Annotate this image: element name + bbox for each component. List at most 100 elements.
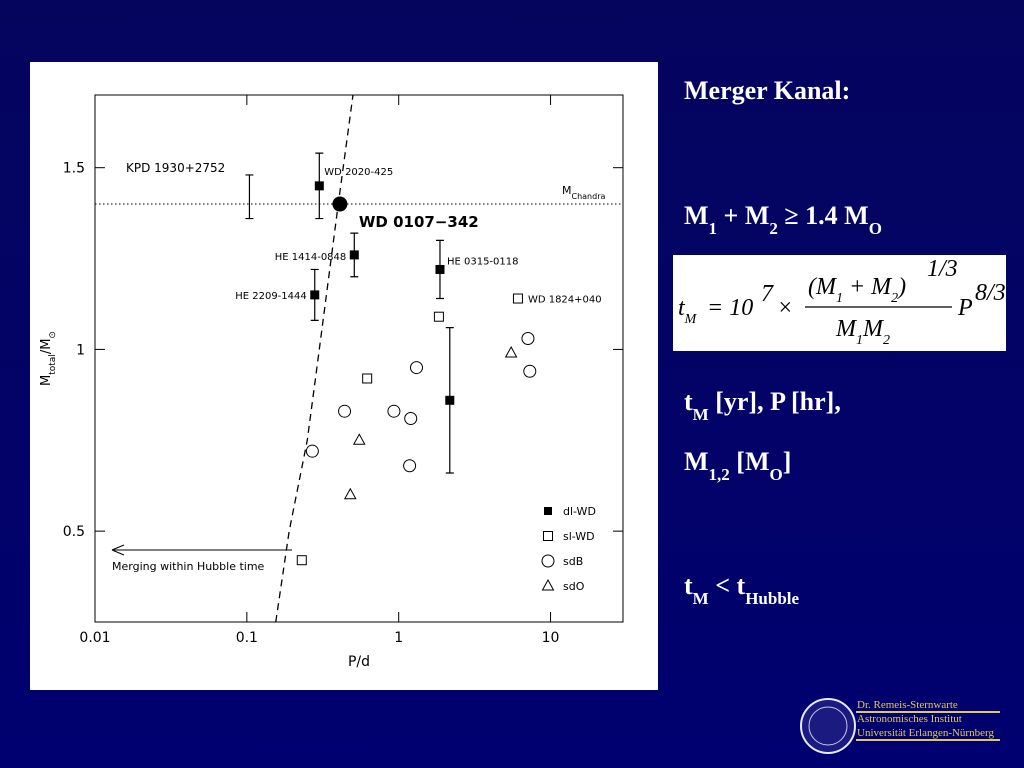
formula-times: ×	[777, 295, 793, 321]
formula-denominator: M1M2	[835, 316, 890, 348]
subscript: Hubble	[745, 589, 799, 608]
subscript: Chandra	[572, 192, 606, 201]
subscript: 1	[709, 219, 718, 238]
condition: M1 + M2 ≥ 1.4 MO	[684, 201, 882, 238]
marker	[445, 395, 455, 405]
legend-swatch	[541, 578, 555, 591]
marker	[433, 311, 444, 322]
marker	[410, 361, 424, 375]
subscript: O	[770, 465, 783, 484]
point-label: WD 1824+040	[528, 295, 602, 306]
units: tM [yr], P [hr],	[684, 387, 841, 424]
legend-swatch	[541, 554, 555, 568]
marker	[296, 555, 307, 566]
subscript: O	[869, 219, 882, 238]
text-part: ]	[783, 447, 792, 476]
marker	[403, 459, 417, 473]
formula-box	[673, 255, 1006, 351]
formula-lhs: tM	[678, 295, 698, 327]
y-tick-label: 1	[76, 342, 85, 358]
logo-text: Dr. Remeis-Sternwarte	[857, 699, 958, 711]
chart: 0.01 0.1 1 100.511.5P/dMtotal/M⊙MChandraMer…	[39, 94, 624, 670]
marker	[343, 487, 357, 500]
legend-label: sdO	[563, 580, 585, 593]
subscript: 1	[836, 291, 843, 306]
marker	[512, 293, 523, 304]
text-part: )	[896, 274, 906, 300]
text-part: t	[684, 571, 693, 600]
formula-exp: 7	[761, 281, 774, 307]
x-tick-label: 10	[542, 630, 560, 646]
subscript: M	[684, 312, 698, 327]
x-tick-label: 1	[394, 630, 403, 646]
marker	[314, 181, 324, 191]
marker	[349, 250, 359, 260]
text-part: + M	[843, 274, 893, 300]
criterion: tM < tHubble	[684, 571, 800, 608]
subscript: M	[693, 405, 709, 424]
text-part: M	[562, 184, 572, 197]
x-axis-label: P/d	[348, 654, 370, 670]
plot-frame	[94, 94, 624, 623]
x-tick-label: 0.01	[79, 630, 110, 646]
marker	[435, 264, 445, 274]
subscript: 2	[883, 333, 890, 348]
x-tick-label: 0.1	[236, 630, 258, 646]
hubble-curve	[275, 94, 354, 623]
logo: Dr. Remeis-Sternwarte Astronomisches Inst…	[800, 698, 1000, 754]
subscript: M	[693, 589, 709, 608]
y-tick-label: 0.5	[63, 524, 85, 540]
text-part: < t	[709, 571, 746, 600]
point-label: KPD 1930+2752	[126, 161, 225, 175]
marker	[404, 411, 418, 425]
logo-text: Universität Erlangen-Nürnberg	[857, 727, 994, 739]
legend-label: sdB	[563, 555, 583, 568]
marker	[305, 444, 319, 458]
subscript: 1,2	[709, 465, 730, 484]
legend-swatch	[543, 531, 553, 541]
marker	[352, 433, 366, 445]
legend-label: dl-WD	[563, 505, 596, 518]
marker	[362, 373, 373, 384]
error-bar	[245, 174, 254, 220]
subscript: 1	[856, 333, 863, 348]
point-label: HE 1414-0848	[275, 252, 347, 263]
heading: Merger Kanal:	[684, 76, 850, 105]
chart-panel	[30, 62, 658, 690]
y-tick-label: 1.5	[63, 161, 85, 177]
text-part: M	[39, 375, 54, 386]
subscript: 2	[769, 219, 778, 238]
legend-swatch	[544, 507, 552, 515]
text-part: M	[684, 201, 709, 230]
subscript: 2	[891, 291, 898, 306]
formula-numerator: (M1 + M2)	[808, 274, 906, 306]
emblem-ring	[808, 706, 848, 746]
y-axis-label: Mtotal/M⊙	[39, 331, 58, 386]
marker	[338, 404, 352, 418]
text-part: /M	[39, 339, 54, 355]
chandra-label: MChandra	[562, 184, 605, 201]
units: M1,2 [MO]	[684, 447, 791, 484]
formula-eq: = 10	[707, 295, 753, 321]
formula-exp: 8/3	[975, 280, 1006, 306]
text-part: ≥ 1.4 M	[778, 201, 869, 230]
highlight-label: WD 0107−342	[359, 213, 479, 231]
marker	[521, 332, 535, 346]
point-label: WD 2020-425	[324, 167, 393, 178]
legend-label: sl-WD	[563, 530, 595, 543]
arrow-label: Merging within Hubble time	[112, 560, 265, 573]
marker	[387, 404, 401, 418]
marker	[310, 290, 320, 300]
arrow-head	[111, 544, 125, 556]
text-part: [M	[730, 447, 770, 476]
text-part: t	[678, 295, 686, 321]
subscript: ⊙	[48, 331, 58, 339]
marker	[523, 364, 537, 378]
text-part: M	[835, 316, 858, 342]
marker	[504, 346, 518, 358]
point-label: HE 0315-0118	[447, 256, 519, 267]
highlight-marker	[332, 196, 348, 212]
text-part: + M	[717, 201, 769, 230]
